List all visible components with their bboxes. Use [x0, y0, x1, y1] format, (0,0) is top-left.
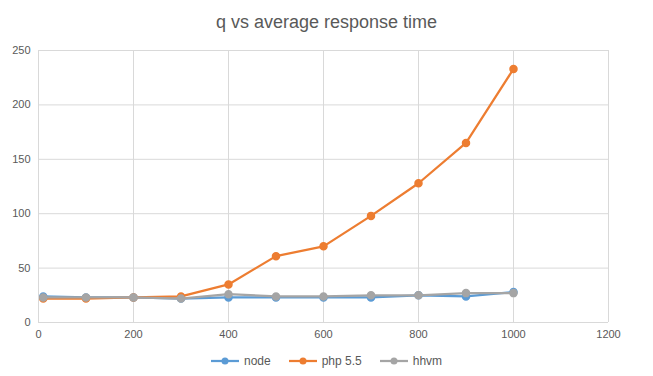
svg-text:200: 200 [124, 328, 142, 340]
html-text:q vs average response time: q vs average response time [215, 12, 438, 32]
svg-text:150: 150 [12, 153, 30, 165]
svg-text:250: 250 [12, 44, 30, 56]
svg-text:100: 100 [12, 207, 30, 219]
svg-text:1200: 1200 [596, 328, 620, 340]
svg-text:0: 0 [24, 316, 30, 328]
svg-text:0: 0 [35, 328, 41, 340]
html-text:node: node [244, 354, 271, 368]
html-text:hhvm: hhvm [412, 354, 442, 368]
svg-text:800: 800 [409, 328, 427, 340]
svg-text:200: 200 [12, 98, 30, 110]
html-text:php 5.5: php 5.5 [321, 354, 362, 368]
svg-text:1000: 1000 [501, 328, 525, 340]
svg-text:400: 400 [219, 328, 237, 340]
svg-text:50: 50 [18, 262, 30, 274]
svg-text:600: 600 [314, 328, 332, 340]
